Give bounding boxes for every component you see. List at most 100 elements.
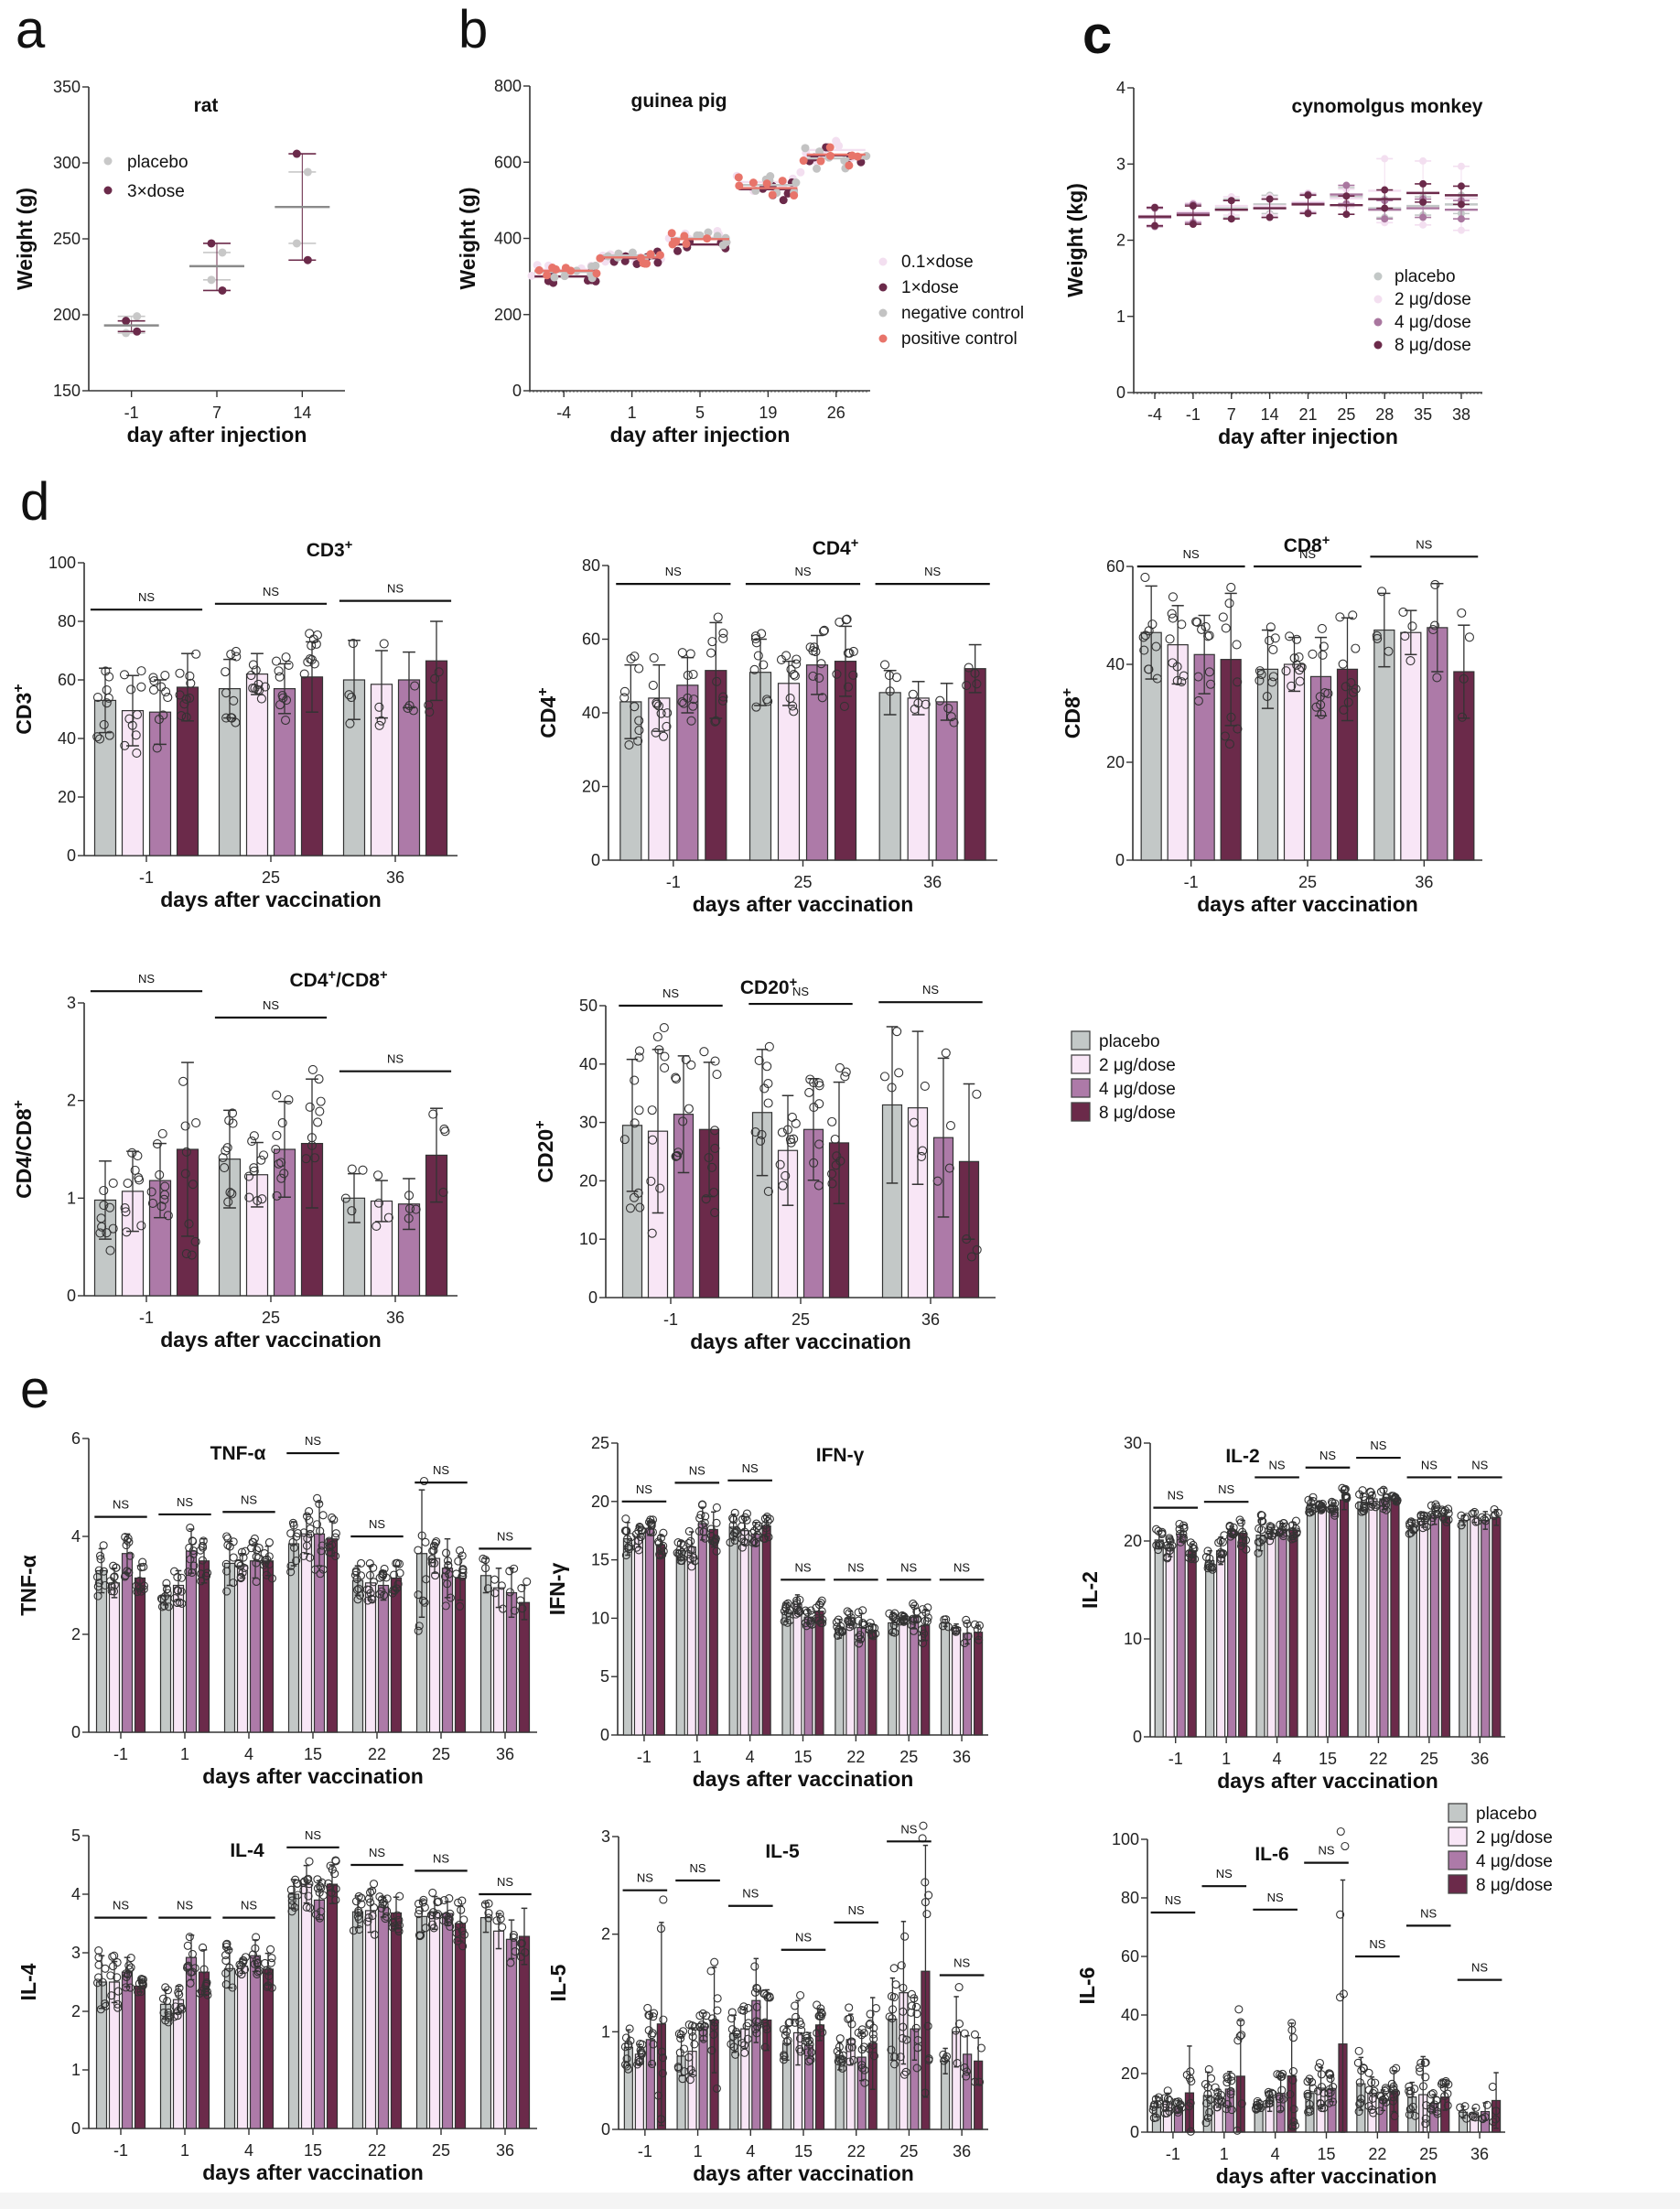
data-point: [133, 312, 142, 321]
data-point: [738, 1535, 747, 1544]
data-point: [163, 693, 173, 703]
data-point: [221, 1980, 231, 1989]
data-point: [1214, 1538, 1223, 1547]
data-point: [347, 1164, 357, 1174]
data-point: [752, 1983, 761, 1992]
data-point: [791, 1600, 800, 1610]
significance-label: NS: [662, 986, 679, 1000]
data-point: [1469, 2112, 1478, 2121]
bar-8-g-dose: [518, 1601, 531, 1733]
data-point: [684, 1538, 694, 1548]
bar-placebo: [1407, 1525, 1417, 1738]
data-point: [1460, 2102, 1470, 2111]
x-axis-label: day after injection: [127, 423, 307, 447]
data-point: [175, 690, 185, 700]
x-tick-label: 36: [1470, 2145, 1489, 2163]
data-point: [490, 1589, 500, 1598]
data-point: [101, 1964, 110, 1973]
data-point: [868, 1632, 878, 1641]
y-tick-label: 0: [1115, 851, 1125, 869]
data-point: [1339, 705, 1349, 715]
data-point: [510, 1564, 519, 1573]
data-point: [1314, 2063, 1323, 2072]
bar-8-g-dose: [326, 1883, 339, 2129]
data-point: [962, 1615, 971, 1624]
data-point: [681, 1054, 691, 1064]
data-point: [975, 2077, 985, 2086]
data-point: [671, 1073, 682, 1084]
data-point: [280, 715, 291, 726]
data-point: [946, 712, 956, 722]
data-point: [970, 668, 980, 678]
data-point: [1477, 1513, 1487, 1522]
data-point: [1390, 2111, 1399, 2121]
x-tick-label: 14: [293, 404, 311, 422]
data-point: [347, 693, 357, 703]
data-point: [1340, 1486, 1349, 1495]
data-point: [231, 646, 242, 656]
data-point: [1224, 739, 1234, 749]
y-axis-label: CD20+: [532, 1120, 557, 1182]
data-point: [1367, 2078, 1376, 2087]
bar-8-g-dose: [708, 1528, 718, 1736]
data-point: [1388, 2096, 1398, 2106]
data-point: [490, 1575, 500, 1584]
data-point: [458, 1551, 467, 1560]
data-point: [107, 1991, 116, 2000]
x-axis-label: days after vaccination: [693, 1767, 914, 1791]
data-point: [177, 1573, 187, 1582]
y-tick-label: 20: [1121, 2064, 1139, 2083]
data-point: [636, 1533, 645, 1542]
data-point: [738, 1514, 748, 1524]
data-point: [889, 1621, 899, 1630]
data-point: [918, 1639, 928, 1648]
x-tick-label: 14: [1261, 405, 1279, 424]
data-point: [922, 1910, 932, 1919]
x-tick-label: 1: [180, 1745, 189, 1763]
data-point: [366, 1589, 375, 1598]
data-point: [710, 1126, 720, 1136]
y-tick-label: 20: [591, 1492, 609, 1511]
data-point: [1478, 2115, 1488, 2124]
data-point: [415, 1906, 424, 1915]
data-point: [888, 2005, 898, 2014]
data-point: [516, 1952, 526, 1962]
data-point: [173, 1586, 182, 1595]
x-tick-label: 25: [1337, 405, 1355, 424]
data-point: [1226, 712, 1236, 722]
data-point: [962, 2072, 971, 2081]
y-tick-label: 30: [579, 1114, 598, 1132]
data-point: [315, 1106, 325, 1116]
data-point: [1289, 2105, 1298, 2114]
data-point: [1204, 667, 1214, 677]
data-point: [420, 1598, 429, 1607]
data-point: [1457, 1521, 1466, 1530]
y-axis-label: CD4+: [534, 687, 560, 738]
data-point: [277, 1117, 287, 1128]
data-point: [266, 1958, 275, 1967]
data-point: [1207, 1563, 1216, 1572]
data-point: [970, 1620, 979, 1629]
data-point: [220, 1163, 230, 1173]
data-point: [805, 1074, 815, 1084]
data-point: [156, 1201, 167, 1212]
data-point: [1354, 2107, 1363, 2117]
x-tick-label: 15: [794, 2142, 813, 2161]
data-point: [354, 1908, 363, 1917]
data-point: [686, 1536, 695, 1546]
data-point: [374, 702, 384, 712]
y-tick-label: 150: [53, 382, 81, 400]
data-point: [326, 1882, 335, 1891]
bar-placebo: [1154, 1539, 1164, 1738]
data-point: [196, 1546, 205, 1555]
data-point: [788, 701, 798, 711]
data-point: [777, 1127, 787, 1137]
data-point: [976, 2043, 985, 2053]
data-point: [619, 686, 630, 696]
data-point: [157, 1595, 167, 1604]
data-point: [1427, 2106, 1437, 2115]
data-point: [1308, 1492, 1318, 1502]
data-point: [380, 1564, 389, 1574]
data-point: [1317, 709, 1327, 719]
y-tick-label: 15: [591, 1551, 609, 1569]
